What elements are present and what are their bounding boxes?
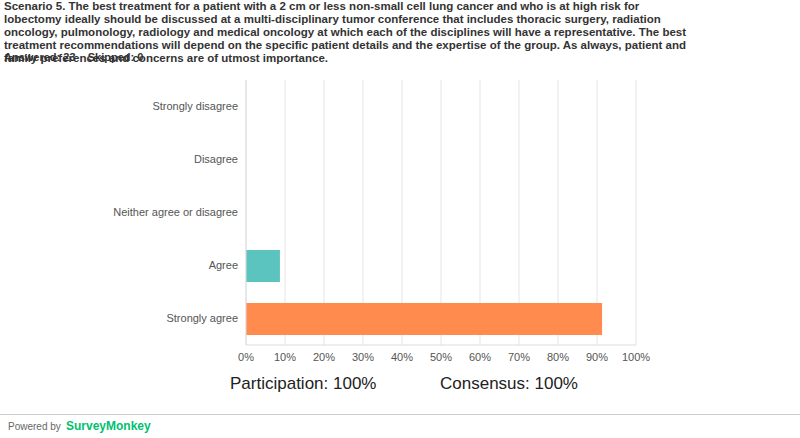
- svg-text:Agree: Agree: [209, 259, 238, 271]
- html-text:Scenario 5. The best treatment: Scenario 5. The best treatment for a pat…: [4, 0, 686, 64]
- svg-text:100%: 100%: [622, 351, 650, 363]
- svg-text:20%: 20%: [313, 351, 335, 363]
- svg-text:Strongly disagree: Strongly disagree: [152, 100, 238, 112]
- html-text:Answered: 23 Skipped: 0: Answered: 23 Skipped: 0: [4, 51, 144, 63]
- svg-text:90%: 90%: [586, 351, 608, 363]
- svg-text:40%: 40%: [391, 351, 413, 363]
- svg-text:50%: 50%: [430, 351, 452, 363]
- svg-text:70%: 70%: [508, 351, 530, 363]
- svg-text:Strongly agree: Strongly agree: [166, 312, 238, 324]
- svg-text:80%: 80%: [547, 351, 569, 363]
- svg-text:60%: 60%: [469, 351, 491, 363]
- svg-text:Neither agree or disagree: Neither agree or disagree: [113, 206, 238, 218]
- svg-text:30%: 30%: [352, 351, 374, 363]
- svg-text:10%: 10%: [274, 351, 296, 363]
- html-text:SurveyMonkey: SurveyMonkey: [66, 419, 151, 433]
- html-text:Powered by: Powered by: [8, 421, 61, 432]
- svg-text:Disagree: Disagree: [194, 153, 238, 165]
- html-text:Participation: 100%: Participation: 100%: [230, 374, 377, 393]
- html-text:Consensus: 100%: Consensus: 100%: [440, 374, 578, 393]
- svg-text:0%: 0%: [238, 351, 254, 363]
